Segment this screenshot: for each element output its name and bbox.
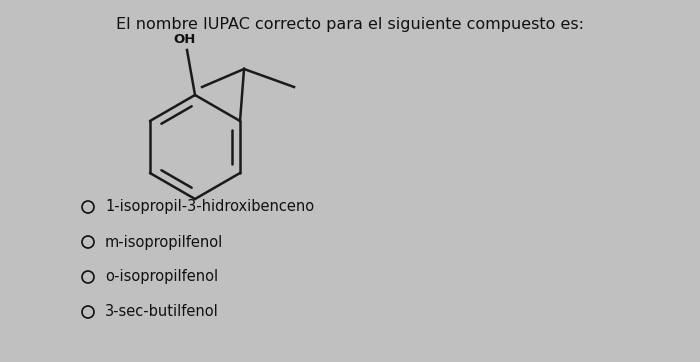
Text: m-isopropilfenol: m-isopropilfenol: [105, 235, 223, 249]
Text: El nombre IUPAC correcto para el siguiente compuesto es:: El nombre IUPAC correcto para el siguien…: [116, 17, 584, 32]
Text: OH: OH: [174, 33, 196, 46]
Text: 3-sec-butilfenol: 3-sec-butilfenol: [105, 304, 218, 320]
Text: o-isopropilfenol: o-isopropilfenol: [105, 269, 218, 285]
Text: 1-isopropil-3-hidroxibenceno: 1-isopropil-3-hidroxibenceno: [105, 199, 314, 215]
